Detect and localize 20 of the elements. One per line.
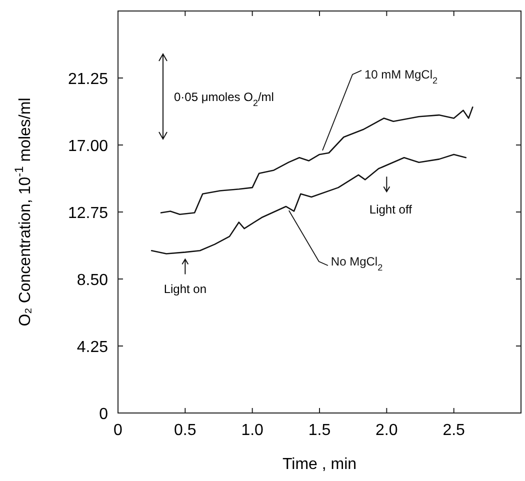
x-tick-label: 2.0 xyxy=(376,422,398,439)
y-tick-label: 8.50 xyxy=(76,272,108,289)
annotation: Light off xyxy=(369,202,413,217)
y-tick-label: 17.00 xyxy=(68,138,108,155)
x-tick-label: 0.5 xyxy=(174,422,196,439)
annotation: 0·05 μmoles O$_{2}$/ml xyxy=(174,90,274,108)
y-tick-label: 12.75 xyxy=(68,205,108,222)
x-tick-label: 2.5 xyxy=(442,422,466,439)
y-tick-label: 0 xyxy=(99,406,108,423)
x-axis-title: Time , min xyxy=(282,456,357,473)
annotation: Light on xyxy=(164,282,207,296)
text: No MgCl$_{2}$ xyxy=(330,254,383,272)
line-series xyxy=(150,154,467,254)
x-tick-label: 1.0 xyxy=(241,422,264,439)
line-series xyxy=(160,106,474,216)
y-tick-label: 21.25 xyxy=(68,71,108,88)
text: 10 mM MgCl$_{2}$ xyxy=(364,67,438,86)
x-tick-label: 0 xyxy=(114,422,123,439)
x-tick-label: 1.5 xyxy=(308,422,331,439)
y-tick-label: 4.25 xyxy=(76,339,108,356)
